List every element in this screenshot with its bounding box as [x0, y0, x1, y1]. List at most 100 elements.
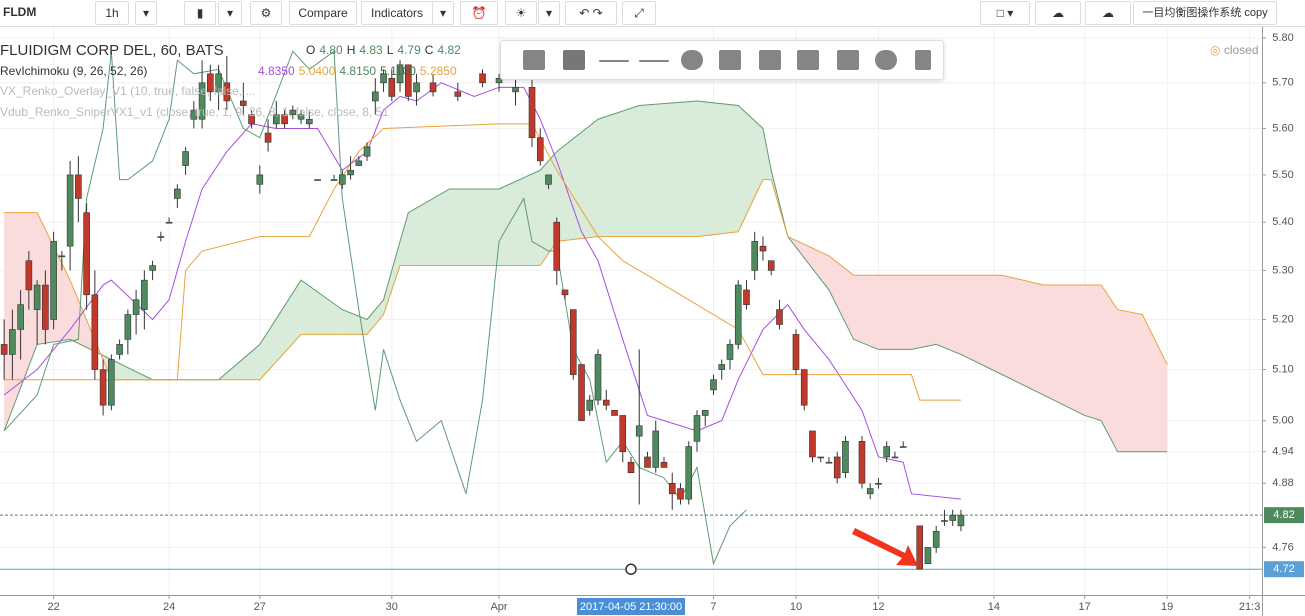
ohlc-key: C [424, 43, 434, 57]
candle-body [404, 64, 412, 97]
candle-body [957, 514, 965, 527]
y-tick-label: 5.20 [1272, 313, 1293, 325]
candle-body [627, 461, 635, 474]
candle-body [429, 82, 437, 93]
candle-body [207, 73, 214, 93]
tool[interactable] [837, 50, 859, 70]
save[interactable]: ☁ [1085, 1, 1131, 25]
candle-body [454, 91, 462, 97]
undo-redo[interactable]: ↶ ↷ [565, 1, 617, 25]
candle-body [512, 87, 519, 93]
indicator-name: RevIchimoku (9, 26, 52, 26) [0, 64, 148, 78]
candle-body [363, 146, 371, 157]
candle-body [949, 514, 956, 521]
cloud-fill [1101, 285, 1118, 452]
x-tick-label: 21:3 [1239, 601, 1260, 613]
candle-body [685, 446, 693, 500]
candle-body [875, 482, 882, 485]
candle-body [17, 304, 24, 330]
candle-body [248, 114, 255, 125]
tool[interactable] [759, 50, 781, 70]
y-tick-label: 5.50 [1272, 169, 1293, 181]
crosshair-label-bg [577, 598, 685, 615]
interval-menu[interactable]: ▾ [135, 1, 157, 25]
y-tick-label: 4.88 [1272, 477, 1293, 489]
candle-body [751, 241, 759, 271]
candle-body [99, 369, 107, 406]
cloud-fill [828, 255, 854, 340]
status-text: closed [1223, 43, 1259, 57]
fullscreen[interactable]: ⤢ [622, 1, 656, 25]
candle-body [479, 73, 486, 84]
chart-style-menu[interactable]: ▾ [218, 1, 242, 25]
candle-body [66, 174, 74, 247]
layout-color[interactable]: □ ▾ [980, 1, 1030, 25]
tool[interactable] [681, 50, 703, 70]
candle-body [355, 160, 363, 166]
candle-body [83, 212, 90, 296]
y-tick-label: 5.40 [1272, 216, 1293, 228]
candle-body [833, 456, 841, 479]
alert[interactable]: ⏰ [460, 1, 498, 25]
candle-body [50, 241, 57, 320]
price-axis [1262, 26, 1305, 595]
tool[interactable] [797, 50, 819, 70]
cloud-fill [1084, 285, 1102, 421]
candle-body [297, 114, 305, 120]
layout-name[interactable]: 一目均衡图操作系统 copy [1133, 1, 1277, 25]
candle-body [668, 482, 676, 495]
candle-body [800, 369, 808, 406]
settings[interactable]: ⚙ [250, 1, 282, 25]
tool[interactable] [563, 50, 585, 70]
candle-body [536, 137, 544, 162]
interval[interactable]: 1h [95, 1, 129, 25]
candle-body [495, 77, 503, 84]
tool[interactable] [523, 50, 545, 70]
ideas-menu[interactable]: ▾ [538, 1, 560, 25]
candle-body [388, 77, 396, 97]
candle-body [677, 488, 684, 500]
indicator-line [3, 50, 747, 566]
symbol[interactable]: FLDM [0, 1, 91, 23]
candle-body [240, 100, 247, 106]
candle-body [776, 309, 783, 325]
cursor [625, 563, 637, 575]
candle-body [132, 299, 140, 315]
ideas[interactable]: ☀ [505, 1, 537, 25]
tool[interactable] [599, 60, 629, 62]
load[interactable]: ☁ [1035, 1, 1081, 25]
candle-body [792, 334, 800, 370]
candle-body [141, 279, 148, 310]
indicator-value: 5.1100 [380, 64, 416, 78]
indicator-value: 5.0400 [298, 64, 336, 78]
cloud-fill [738, 105, 763, 232]
indicators-menu[interactable]: ▾ [432, 1, 454, 25]
compare[interactable]: Compare [289, 1, 357, 25]
candle-body [9, 329, 16, 355]
y-tick-label: 4.94 [1272, 446, 1293, 458]
ohlc-key: L [386, 43, 394, 57]
candle-body [743, 289, 750, 305]
cloud-fill [960, 275, 1003, 375]
candle-body [223, 82, 231, 102]
candle-body [941, 520, 948, 522]
candle-body [932, 530, 940, 548]
candle-body [314, 179, 321, 181]
candle-body [339, 174, 346, 185]
legend-title: FLUIDIGM CORP DEL, 60, BATS [0, 42, 224, 59]
indicators[interactable]: Indicators [361, 1, 433, 25]
cloud-fill [540, 151, 557, 266]
candle-body [817, 456, 825, 459]
tool[interactable] [915, 50, 931, 70]
x-tick-label: 19 [1161, 601, 1173, 613]
candle-body [289, 109, 297, 115]
tool[interactable] [639, 60, 669, 62]
tool[interactable] [719, 50, 741, 70]
cloud-fill [911, 275, 937, 350]
cloud-fill [556, 119, 599, 242]
tool[interactable] [875, 50, 897, 70]
ohlc-value: 4.82 [437, 43, 461, 57]
chart-style[interactable]: ▮ [184, 1, 216, 25]
ohlc-value: 4.79 [397, 43, 421, 57]
